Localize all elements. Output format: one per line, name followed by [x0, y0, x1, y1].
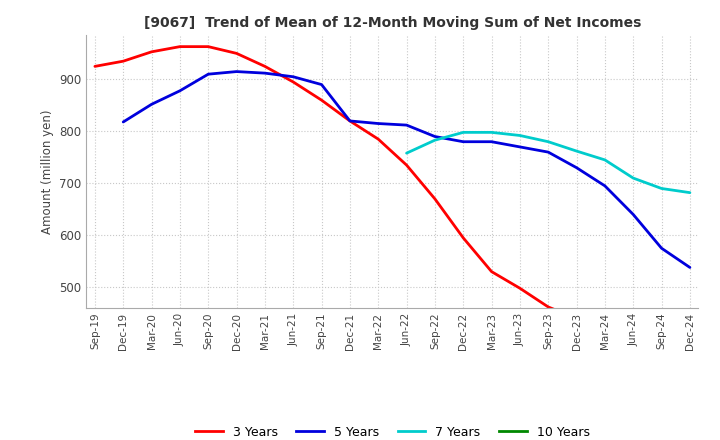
3 Years: [487, 269, 496, 274]
5 Years: [318, 82, 326, 87]
5 Years: [544, 150, 552, 155]
7 Years: [544, 139, 552, 144]
5 Years: [487, 139, 496, 144]
3 Years: [600, 319, 609, 324]
3 Years: [119, 59, 127, 64]
5 Years: [148, 102, 156, 107]
Line: 3 Years: 3 Years: [95, 47, 690, 321]
3 Years: [544, 304, 552, 310]
5 Years: [572, 165, 581, 170]
3 Years: [233, 51, 241, 56]
7 Years: [516, 133, 524, 138]
3 Years: [459, 235, 467, 241]
3 Years: [374, 136, 382, 142]
3 Years: [657, 319, 666, 324]
3 Years: [402, 162, 411, 168]
7 Years: [431, 138, 439, 143]
Title: [9067]  Trend of Mean of 12-Month Moving Sum of Net Incomes: [9067] Trend of Mean of 12-Month Moving …: [144, 16, 641, 30]
5 Years: [233, 69, 241, 74]
3 Years: [629, 319, 637, 324]
5 Years: [176, 88, 184, 93]
Line: 7 Years: 7 Years: [407, 132, 690, 193]
5 Years: [600, 183, 609, 188]
3 Years: [516, 286, 524, 291]
3 Years: [318, 98, 326, 103]
3 Years: [204, 44, 212, 49]
7 Years: [685, 190, 694, 195]
5 Years: [402, 122, 411, 128]
3 Years: [176, 44, 184, 49]
3 Years: [572, 316, 581, 321]
5 Years: [657, 246, 666, 251]
5 Years: [289, 74, 297, 79]
7 Years: [459, 130, 467, 135]
5 Years: [685, 265, 694, 270]
5 Years: [374, 121, 382, 126]
3 Years: [261, 64, 269, 69]
7 Years: [657, 186, 666, 191]
7 Years: [402, 150, 411, 156]
5 Years: [261, 70, 269, 76]
7 Years: [600, 157, 609, 162]
5 Years: [431, 134, 439, 139]
7 Years: [487, 130, 496, 135]
3 Years: [91, 64, 99, 69]
Y-axis label: Amount (million yen): Amount (million yen): [41, 110, 54, 234]
7 Years: [572, 148, 581, 154]
5 Years: [459, 139, 467, 144]
5 Years: [119, 119, 127, 125]
3 Years: [289, 79, 297, 84]
3 Years: [685, 319, 694, 324]
5 Years: [346, 118, 354, 124]
3 Years: [431, 196, 439, 202]
Legend: 3 Years, 5 Years, 7 Years, 10 Years: 3 Years, 5 Years, 7 Years, 10 Years: [190, 421, 595, 440]
3 Years: [148, 49, 156, 55]
7 Years: [629, 176, 637, 181]
5 Years: [516, 144, 524, 150]
5 Years: [204, 72, 212, 77]
Line: 5 Years: 5 Years: [123, 72, 690, 268]
3 Years: [346, 118, 354, 124]
5 Years: [629, 212, 637, 217]
